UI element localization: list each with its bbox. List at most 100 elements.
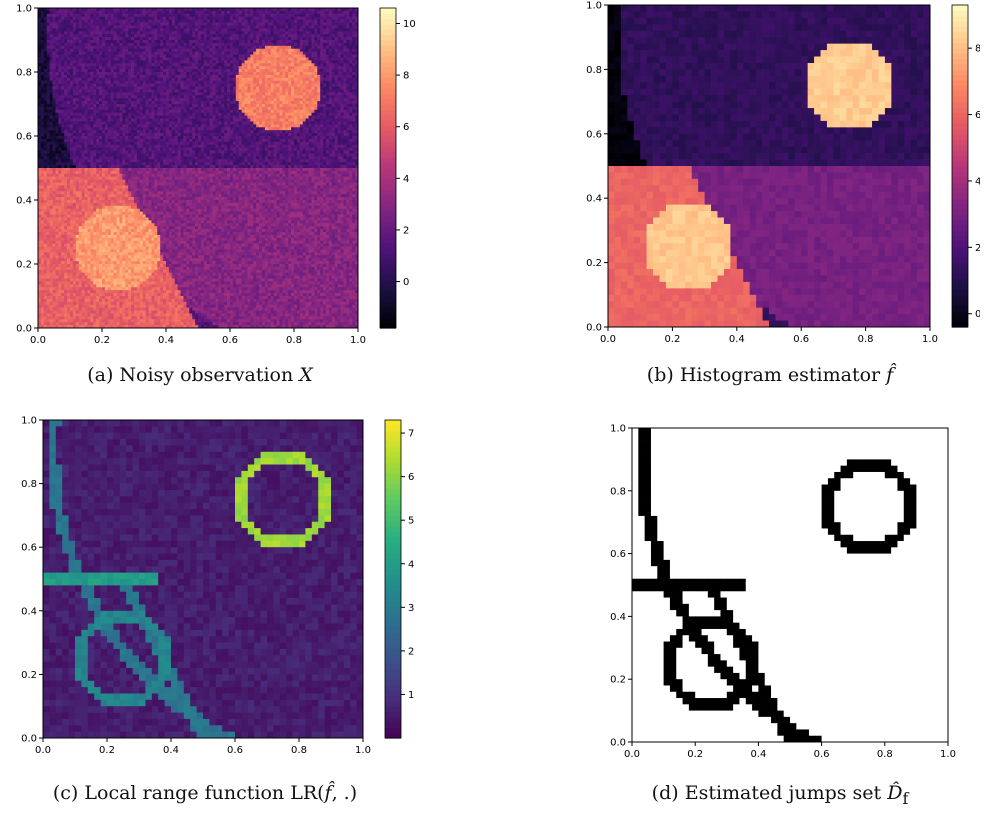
heatmap-cell bbox=[244, 101, 248, 105]
heatmap-cell bbox=[311, 48, 315, 52]
heatmap-cell bbox=[84, 80, 88, 84]
heatmap-cell bbox=[154, 118, 158, 122]
heatmap-cell bbox=[328, 83, 333, 87]
heatmap-cell bbox=[157, 77, 161, 82]
heatmap-cell bbox=[128, 101, 132, 105]
heatmap-cell bbox=[166, 101, 170, 105]
heatmap-cell bbox=[61, 25, 65, 29]
heatmap-cell bbox=[314, 118, 318, 122]
heatmap-cell bbox=[43, 136, 48, 140]
heatmap-cell bbox=[38, 118, 42, 122]
heatmap-cell bbox=[110, 127, 114, 131]
heatmap-cell bbox=[218, 34, 222, 38]
heatmap-cell bbox=[198, 115, 202, 119]
heatmap-cell bbox=[308, 69, 312, 73]
heatmap-cell bbox=[326, 48, 330, 52]
heatmap-cell bbox=[192, 57, 196, 61]
heatmap-cell bbox=[253, 51, 257, 55]
heatmap-cell bbox=[104, 101, 109, 105]
heatmap-cell bbox=[334, 121, 338, 125]
heatmap-cell bbox=[282, 10, 286, 15]
heatmap-cell bbox=[58, 112, 62, 116]
heatmap-cell bbox=[227, 48, 231, 52]
heatmap-cell bbox=[250, 45, 254, 50]
heatmap-cell bbox=[49, 77, 53, 82]
heatmap-cell bbox=[320, 8, 324, 12]
heatmap-cell bbox=[78, 66, 82, 70]
heatmap-cell bbox=[232, 57, 237, 61]
heatmap-cell bbox=[343, 112, 347, 116]
heatmap-cell bbox=[180, 37, 184, 41]
heatmap-cell bbox=[326, 101, 330, 105]
heatmap-cell bbox=[262, 112, 266, 116]
heatmap-cell bbox=[157, 112, 161, 116]
heatmap-cell bbox=[314, 121, 318, 125]
heatmap-cell bbox=[291, 89, 295, 93]
heatmap-cell bbox=[58, 22, 62, 26]
heatmap-cell bbox=[349, 22, 353, 26]
heatmap-cell bbox=[168, 31, 173, 35]
heatmap-cell bbox=[227, 121, 231, 125]
heatmap-cell bbox=[227, 51, 231, 55]
heatmap-cell bbox=[262, 130, 266, 134]
heatmap-cell bbox=[273, 60, 277, 64]
heatmap-cell bbox=[110, 28, 114, 32]
heatmap-cell bbox=[64, 115, 68, 119]
heatmap-cell bbox=[200, 106, 205, 111]
heatmap-cell bbox=[273, 8, 277, 12]
heatmap-cell bbox=[192, 130, 196, 134]
heatmap-cell bbox=[75, 34, 80, 38]
heatmap-cell bbox=[163, 83, 167, 87]
heatmap-cell bbox=[64, 92, 68, 96]
heatmap-cell bbox=[206, 92, 210, 96]
heatmap-cell bbox=[198, 42, 202, 47]
heatmap-cell bbox=[64, 83, 68, 87]
heatmap-cell bbox=[285, 57, 289, 61]
heatmap-cell bbox=[340, 66, 344, 70]
heatmap-cell bbox=[151, 98, 155, 102]
heatmap-cell bbox=[241, 121, 245, 125]
heatmap-cell bbox=[224, 74, 228, 79]
heatmap-cell bbox=[273, 34, 277, 38]
heatmap-cell bbox=[186, 121, 190, 125]
heatmap-cell bbox=[163, 19, 167, 23]
heatmap-cell bbox=[38, 80, 42, 84]
heatmap-cell bbox=[308, 124, 312, 128]
heatmap-cell bbox=[154, 10, 158, 15]
heatmap-cell bbox=[262, 83, 266, 87]
heatmap-cell bbox=[328, 42, 333, 47]
heatmap-cell bbox=[70, 118, 74, 122]
heatmap-cell bbox=[189, 57, 193, 61]
heatmap-cell bbox=[180, 95, 184, 99]
heatmap-cell bbox=[131, 60, 135, 64]
heatmap-cell bbox=[75, 74, 80, 79]
heatmap-cell bbox=[264, 115, 269, 119]
heatmap-cell bbox=[40, 42, 45, 47]
heatmap-cell bbox=[157, 86, 161, 90]
heatmap-cell bbox=[46, 45, 50, 50]
heatmap-cell bbox=[320, 10, 324, 15]
heatmap-cell bbox=[331, 112, 336, 116]
heatmap-cell bbox=[247, 130, 251, 134]
heatmap-cell bbox=[136, 34, 141, 38]
heatmap-cell bbox=[343, 136, 347, 140]
heatmap-cell bbox=[139, 74, 144, 79]
heatmap-cell bbox=[90, 83, 94, 87]
heatmap-cell bbox=[99, 22, 103, 26]
heatmap-cell bbox=[346, 16, 350, 20]
heatmap-cell bbox=[206, 40, 210, 44]
heatmap-cell bbox=[145, 13, 149, 18]
heatmap-cell bbox=[38, 40, 42, 44]
heatmap-cell bbox=[262, 25, 266, 29]
heatmap-cell bbox=[256, 98, 260, 102]
heatmap-cell bbox=[331, 136, 336, 140]
heatmap-cell bbox=[142, 13, 146, 18]
heatmap-cell bbox=[142, 138, 146, 143]
heatmap-cell bbox=[285, 22, 289, 26]
heatmap-cell bbox=[40, 48, 45, 52]
heatmap-cell bbox=[154, 13, 158, 18]
heatmap-cell bbox=[107, 48, 112, 52]
heatmap-cell bbox=[46, 101, 50, 105]
heatmap-cell bbox=[96, 118, 100, 122]
heatmap-cell bbox=[192, 109, 196, 114]
